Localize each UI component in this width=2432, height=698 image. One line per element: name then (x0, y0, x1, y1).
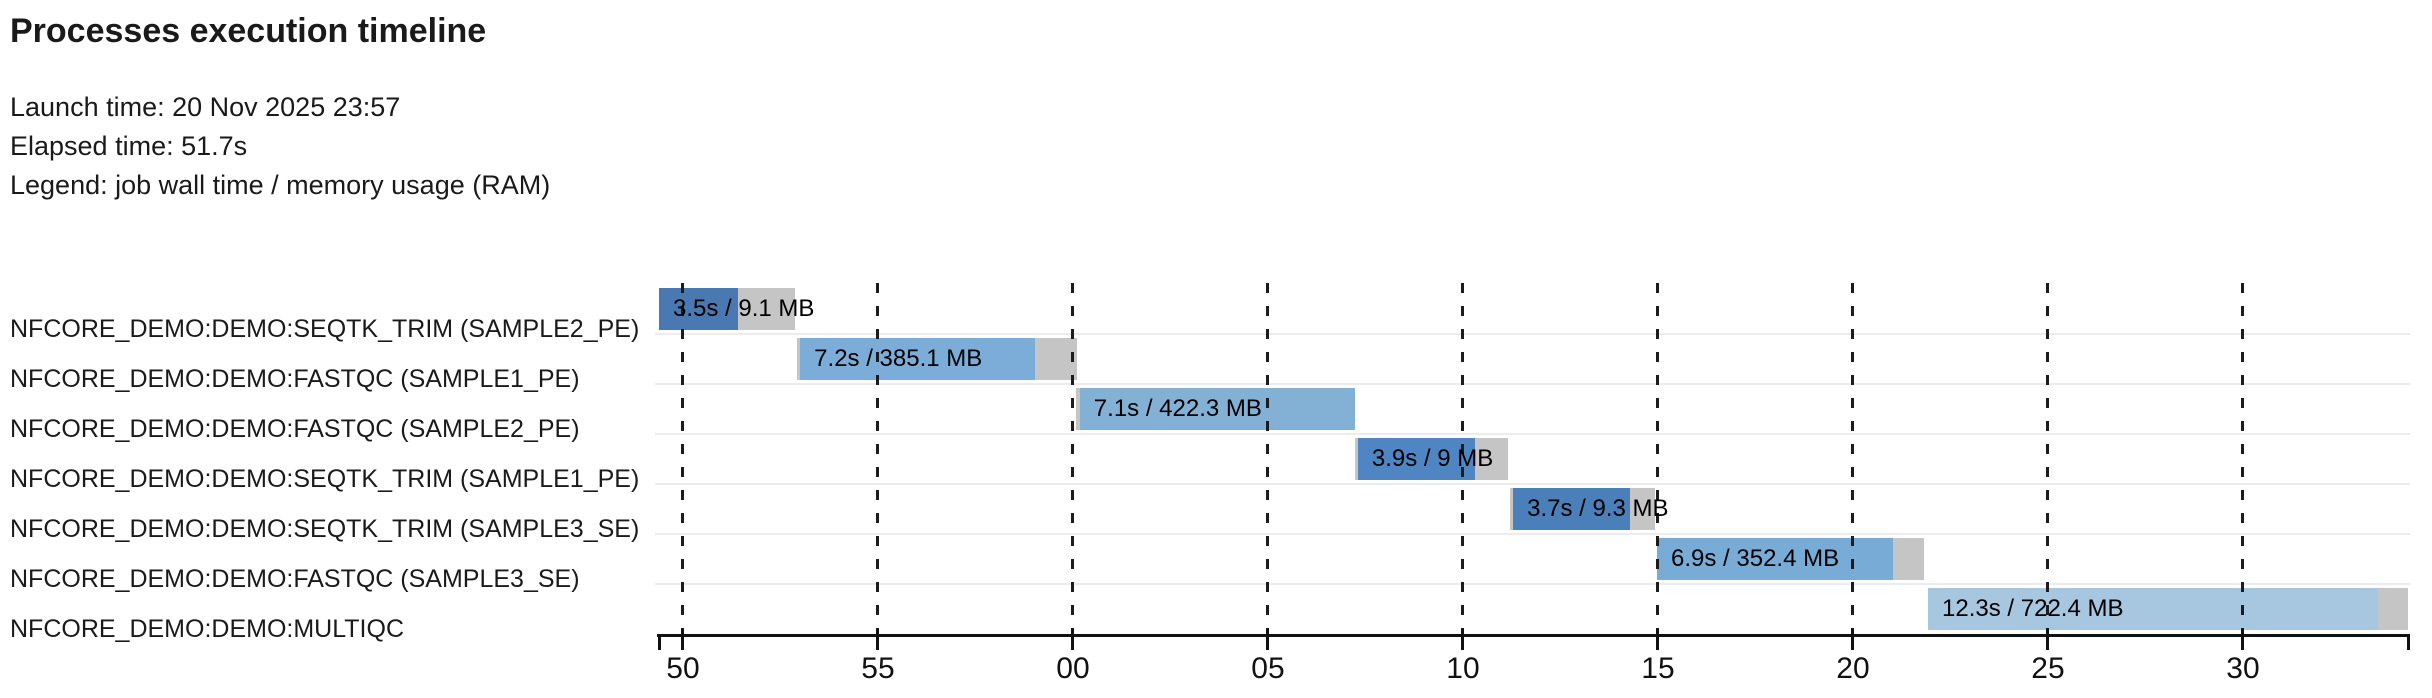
gridline (681, 283, 685, 634)
axis-end-tick (657, 634, 661, 650)
gridline (1851, 283, 1855, 634)
axis-tick (681, 629, 685, 650)
axis-tick (1851, 629, 1855, 650)
task-runtime-bar (1357, 438, 1475, 480)
row-separator (655, 383, 2410, 385)
task-runtime-bar (1079, 388, 1356, 430)
process-name: NFCORE_DEMO:DEMO:SEQTK_TRIM (SAMPLE2_PE) (10, 315, 640, 343)
task-value-label: 7.2s / 385.1 MB (814, 345, 983, 372)
process-name: NFCORE_DEMO:DEMO:FASTQC (SAMPLE3_SE) (10, 565, 580, 593)
axis-end-tick (2406, 634, 2410, 650)
legend-text: Legend: job wall time / memory usage (RA… (10, 170, 551, 200)
axis-tick-label: 20 (1836, 652, 1870, 685)
gridline (1656, 283, 1660, 634)
task-runtime-bar (1513, 488, 1631, 530)
task-pending-segment (1075, 388, 1080, 430)
gridline (876, 283, 880, 634)
gridline (1266, 283, 1270, 634)
row-separator (655, 433, 2410, 435)
axis-tick (1656, 629, 1660, 650)
axis-tick-label: 25 (2031, 652, 2065, 685)
process-name: NFCORE_DEMO:DEMO:SEQTK_TRIM (SAMPLE1_PE) (10, 465, 640, 493)
process-name: NFCORE_DEMO:DEMO:FASTQC (SAMPLE2_PE) (10, 415, 580, 443)
axis-tick (1071, 629, 1075, 650)
task-memory-segment (1630, 488, 1656, 530)
task-runtime-bar (1928, 588, 2379, 630)
axis-tick (876, 629, 880, 650)
x-axis-line (657, 634, 2410, 637)
process-name: NFCORE_DEMO:DEMO:SEQTK_TRIM (SAMPLE3_SE) (10, 515, 640, 543)
axis-tick-label: 15 (1641, 652, 1675, 685)
axis-tick (2046, 629, 2050, 650)
task-runtime-bar (659, 288, 739, 330)
axis-tick-label: 50 (666, 652, 700, 685)
axis-tick-label: 30 (2226, 652, 2260, 685)
task-memory-segment (2378, 588, 2409, 630)
task-runtime-bar (800, 338, 1035, 380)
axis-tick (1461, 629, 1465, 650)
process-name: NFCORE_DEMO:DEMO:MULTIQC (10, 615, 404, 643)
task-value-label: 3.5s / 9.1 MB (673, 295, 815, 322)
task-memory-segment (1474, 438, 1509, 480)
task-value-label: 7.1s / 422.3 MB (1093, 395, 1262, 422)
row-separator (655, 333, 2410, 335)
gridline (1461, 283, 1465, 634)
axis-tick-label: 55 (861, 652, 895, 685)
task-value-label: 3.9s / 9 MB (1371, 445, 1494, 472)
task-value-label: 6.9s / 352.4 MB (1671, 545, 1840, 572)
gridline (2046, 283, 2050, 634)
axis-tick (2241, 629, 2245, 650)
task-memory-segment (1892, 538, 1925, 580)
page-title: Processes execution timeline (10, 12, 487, 50)
task-pending-segment (1509, 488, 1514, 530)
row-separator (655, 483, 2410, 485)
axis-tick (1266, 629, 1270, 650)
gridline (2241, 283, 2245, 634)
task-value-label: 12.3s / 722.4 MB (1942, 595, 2124, 622)
row-separator (655, 583, 2410, 585)
axis-tick-label: 05 (1251, 652, 1285, 685)
task-pending-segment (1355, 438, 1358, 480)
task-memory-segment (1034, 338, 1078, 380)
axis-tick-label: 00 (1056, 652, 1090, 685)
row-separator (655, 533, 2410, 535)
launch-time-text: Launch time: 20 Nov 2025 23:57 (10, 92, 401, 122)
task-memory-segment (738, 288, 796, 330)
axis-tick-label: 10 (1446, 652, 1480, 685)
gridline (1071, 283, 1075, 634)
process-name: NFCORE_DEMO:DEMO:FASTQC (SAMPLE1_PE) (10, 365, 580, 393)
task-pending-segment (797, 338, 801, 380)
task-value-label: 3.7s / 9.3 MB (1527, 495, 1669, 522)
elapsed-time-text: Elapsed time: 51.7s (10, 131, 248, 161)
